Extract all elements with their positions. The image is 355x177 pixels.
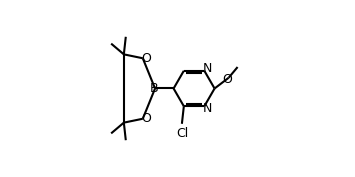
Text: B: B xyxy=(150,82,158,95)
Text: N: N xyxy=(203,62,213,75)
Text: O: O xyxy=(141,112,151,125)
Text: N: N xyxy=(203,102,213,115)
Text: Cl: Cl xyxy=(176,127,188,141)
Text: O: O xyxy=(223,73,233,86)
Text: O: O xyxy=(141,52,151,65)
